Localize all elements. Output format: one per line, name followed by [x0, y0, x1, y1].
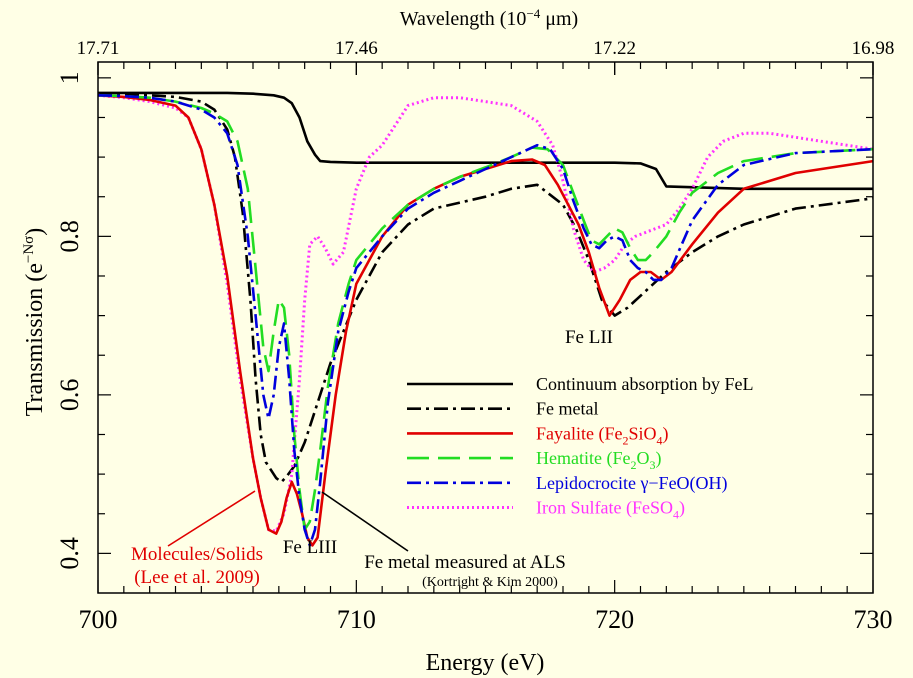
legend-label-lepidocrocite: Lepidocrocite γ−FeO(OH): [536, 473, 728, 494]
annotation-molecules-line1: Molecules/Solids: [131, 544, 263, 565]
legend-label-sulfate: Iron Sulfate (FeSO4): [536, 498, 685, 522]
annotation-molecules-line2: (Lee et al. 2009): [134, 567, 260, 588]
top-tick-label: 17.46: [335, 38, 378, 59]
annotation-als-line2: (Kortright & Kim 2000): [422, 575, 558, 590]
x-tick-label: 720: [595, 605, 634, 634]
x-tick-label: 710: [337, 605, 376, 634]
y-tick-label: 1: [55, 71, 84, 84]
top-tick-label: 17.71: [77, 38, 120, 59]
axes-group: 700 710 720 730 0.4 0.6 0.8 1 17.71 17.46 17.22 16.…: [55, 38, 894, 634]
als-leader-line: [321, 491, 409, 552]
x-tick-label: 700: [79, 605, 118, 634]
x-axis-title: Energy (eV): [426, 650, 545, 676]
annotation-fe-liii: Fe LIII: [283, 537, 337, 558]
legend: Continuum absorption by FeL Fe metal Fayal…: [407, 374, 754, 522]
series-group: [97, 91, 874, 547]
y-tick-label: 0.8: [55, 220, 84, 253]
y-tick-label: 0.4: [55, 537, 84, 570]
annotation-als-line1: Fe metal measured at ALS: [364, 552, 566, 573]
series-line-continuum: [98, 91, 873, 191]
annotation-leaders: [167, 490, 409, 552]
series-line-hematite: [97, 94, 874, 531]
legend-label-metal: Fe metal: [536, 399, 598, 419]
legend-label-hematite: Hematite (Fe2O3): [536, 448, 661, 472]
series-line-lepidocrocite: [97, 94, 874, 547]
annotation-fe-lii: Fe LII: [565, 327, 613, 348]
top-axis-title: Wavelength (10−4 μm): [400, 6, 578, 30]
y-tick-label: 0.6: [55, 379, 84, 412]
series-line-metal: [98, 94, 874, 484]
y-axis-title: Transmission (e−Nσ): [21, 228, 48, 417]
legend-label-fayalite: Fayalite (Fe2SiO4): [536, 423, 669, 447]
molecules-leader-line: [167, 490, 256, 547]
legend-label-continuum: Continuum absorption by FeL: [536, 374, 754, 394]
top-tick-label: 16.98: [852, 38, 895, 59]
series-line-fayalite: [97, 94, 874, 547]
top-tick-label: 17.22: [593, 38, 636, 59]
x-tick-label: 730: [854, 605, 893, 634]
